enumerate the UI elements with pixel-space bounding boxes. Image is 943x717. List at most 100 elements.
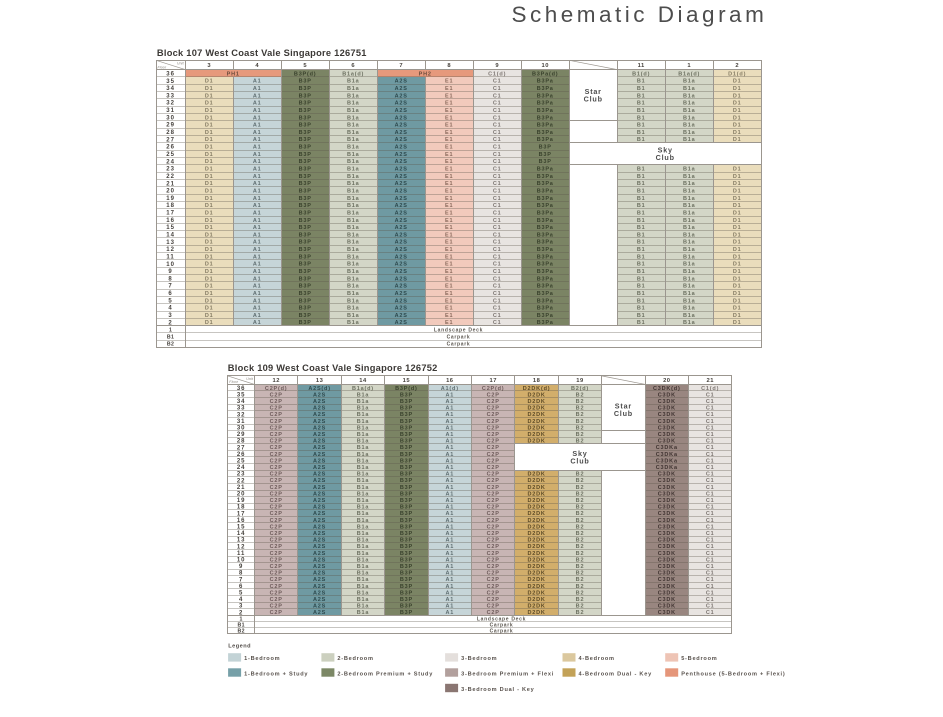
svg-text:B1a: B1a [347,152,360,158]
svg-text:B1a: B1a [347,159,360,165]
svg-text:D1: D1 [733,101,742,107]
svg-text:A2S: A2S [313,511,326,517]
svg-text:10: 10 [541,63,548,69]
svg-text:C1: C1 [706,597,715,603]
svg-text:E1: E1 [445,298,453,304]
svg-text:C3DK: C3DK [658,485,676,491]
svg-text:B1: B1 [637,269,646,275]
svg-text:C1: C1 [493,306,502,312]
svg-text:C1: C1 [706,564,715,570]
svg-text:B3Pa: B3Pa [537,284,554,290]
svg-text:C1: C1 [493,210,502,216]
svg-text:10: 10 [166,262,175,268]
svg-text:A2S: A2S [395,159,408,165]
svg-text:C3DK: C3DK [658,472,676,478]
svg-text:D2DK: D2DK [528,531,546,537]
svg-text:19: 19 [576,378,584,384]
svg-text:B3P: B3P [299,152,312,158]
svg-text:B2: B2 [576,604,585,610]
svg-text:C1: C1 [706,478,715,484]
svg-text:B1a: B1a [683,181,696,187]
svg-text:B1a: B1a [683,313,696,319]
svg-text:D1: D1 [205,203,214,209]
svg-text:17: 17 [237,511,246,517]
svg-text:D1: D1 [205,298,214,304]
svg-text:28: 28 [237,439,246,445]
svg-text:B2: B2 [576,478,585,484]
svg-text:3: 3 [168,313,172,319]
svg-text:1: 1 [169,327,172,333]
svg-text:C2P: C2P [270,557,283,563]
svg-text:B3P(d): B3P(d) [395,386,418,392]
svg-text:11: 11 [237,551,245,557]
svg-text:D1: D1 [733,284,742,290]
svg-text:A1: A1 [445,531,454,537]
svg-text:D2DK: D2DK [528,577,546,583]
svg-text:C2P: C2P [270,505,283,511]
svg-text:C2P: C2P [487,458,500,464]
svg-text:B3P: B3P [400,425,413,431]
svg-text:B1a: B1a [347,320,360,326]
svg-text:A1: A1 [253,269,262,275]
svg-text:C1: C1 [706,485,715,491]
svg-text:Star: Star [585,87,602,96]
svg-text:C2P: C2P [270,597,283,603]
svg-text:C2P: C2P [270,498,283,504]
svg-text:B1a: B1a [683,101,696,107]
svg-text:C3DK: C3DK [658,538,676,544]
svg-text:E1: E1 [445,130,453,136]
svg-text:B2: B2 [576,551,585,557]
svg-text:B3P: B3P [400,518,413,524]
svg-text:33: 33 [237,406,246,412]
svg-text:B1(d): B1(d) [632,71,650,77]
svg-text:D1: D1 [205,218,214,224]
svg-text:C2P(d): C2P(d) [482,386,505,392]
svg-text:A1: A1 [445,425,454,431]
svg-text:8: 8 [447,63,451,69]
svg-text:A1: A1 [253,145,262,151]
svg-text:B1a(d): B1a(d) [342,71,364,77]
svg-text:B3P: B3P [400,485,413,491]
svg-text:A1: A1 [445,551,454,557]
svg-text:C1: C1 [706,551,715,557]
svg-text:B1a: B1a [683,232,696,238]
svg-text:B1a: B1a [357,478,370,484]
svg-text:B3P: B3P [400,472,413,478]
svg-text:C3DK: C3DK [658,577,676,583]
svg-text:C2P(d): C2P(d) [265,386,288,392]
svg-text:34: 34 [166,86,175,92]
svg-text:C3DK: C3DK [658,571,676,577]
svg-text:Floor: Floor [158,65,167,69]
svg-text:B1a: B1a [683,108,696,114]
svg-text:B1: B1 [637,130,646,136]
svg-text:D2DK: D2DK [528,419,546,425]
svg-text:A1: A1 [253,284,262,290]
svg-text:C2P: C2P [270,399,283,405]
svg-text:B3P: B3P [299,189,312,195]
svg-text:B1a: B1a [347,196,360,202]
svg-text:D1: D1 [733,93,742,99]
svg-text:C1: C1 [493,225,502,231]
svg-text:26: 26 [166,145,175,151]
svg-text:D2DK(d): D2DK(d) [523,386,551,392]
svg-text:A1: A1 [445,498,454,504]
svg-text:D1: D1 [733,108,742,114]
svg-text:B3P: B3P [400,544,413,550]
svg-text:D1: D1 [205,276,214,282]
svg-text:B1a: B1a [357,505,370,511]
svg-text:A1: A1 [445,557,454,563]
svg-text:A1: A1 [253,247,262,253]
svg-text:D2DK: D2DK [528,564,546,570]
svg-text:C1: C1 [493,276,502,282]
svg-text:B1a: B1a [683,247,696,253]
svg-text:A2S: A2S [313,419,326,425]
svg-text:C1: C1 [706,399,715,405]
svg-text:18: 18 [237,505,246,511]
svg-text:B3P: B3P [400,610,413,616]
svg-text:11: 11 [166,255,174,261]
svg-text:C1: C1 [493,298,502,304]
svg-text:B2: B2 [576,412,585,418]
svg-text:B1a: B1a [347,232,360,238]
svg-text:35: 35 [237,393,246,399]
svg-text:B1a: B1a [683,262,696,268]
